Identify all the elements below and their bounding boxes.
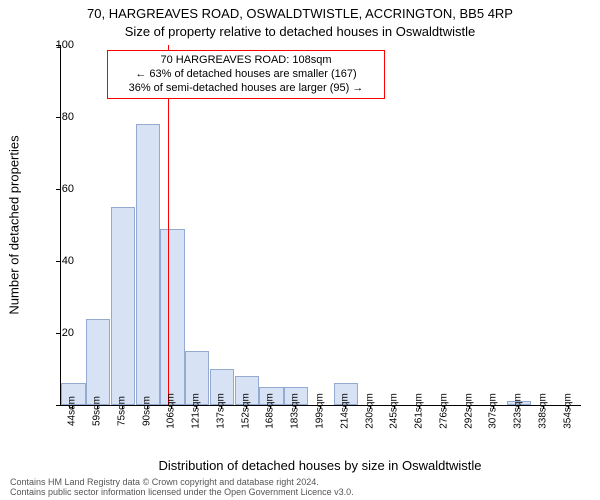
annotation-line1: 70 HARGREAVES ROAD: 108sqm xyxy=(114,54,378,68)
x-tick-label: 292sqm xyxy=(463,393,474,429)
chart-container: 70, HARGREAVES ROAD, OSWALDTWISTLE, ACCR… xyxy=(0,0,600,500)
footer-attribution: Contains HM Land Registry data © Crown c… xyxy=(10,478,354,498)
y-axis-label: Number of detached properties xyxy=(7,135,22,314)
x-tick-label: 59sqm xyxy=(92,396,103,426)
chart-title-line2: Size of property relative to detached ho… xyxy=(0,24,600,39)
plot-area: 70 HARGREAVES ROAD: 108sqm ← 63% of deta… xyxy=(60,45,581,406)
histogram-bar xyxy=(111,207,135,405)
annotation-box: 70 HARGREAVES ROAD: 108sqm ← 63% of deta… xyxy=(107,50,385,99)
histogram-bar xyxy=(136,124,160,405)
x-tick-label: 230sqm xyxy=(364,393,375,429)
x-tick-label: 323sqm xyxy=(513,393,524,429)
x-tick-label: 338sqm xyxy=(537,393,548,429)
x-tick-label: 121sqm xyxy=(191,393,202,429)
x-tick-label: 261sqm xyxy=(414,393,425,429)
x-tick-label: 199sqm xyxy=(315,393,326,429)
histogram-bar xyxy=(160,229,184,405)
x-tick-label: 137sqm xyxy=(215,393,226,429)
footer-line2: Contains public sector information licen… xyxy=(10,488,354,498)
chart-title-line1: 70, HARGREAVES ROAD, OSWALDTWISTLE, ACCR… xyxy=(0,6,600,21)
histogram-bar xyxy=(86,319,110,405)
x-tick-label: 214sqm xyxy=(339,393,350,429)
x-axis-label: Distribution of detached houses by size … xyxy=(60,458,580,473)
x-tick-label: 276sqm xyxy=(438,393,449,429)
x-tick-label: 307sqm xyxy=(488,393,499,429)
x-tick-label: 354sqm xyxy=(562,393,573,429)
x-tick-label: 245sqm xyxy=(389,393,400,429)
x-tick-label: 75sqm xyxy=(116,396,127,426)
x-tick-label: 168sqm xyxy=(265,393,276,429)
x-tick-label: 152sqm xyxy=(240,393,251,429)
x-tick-label: 90sqm xyxy=(141,396,152,426)
annotation-line3: 36% of semi-detached houses are larger (… xyxy=(114,82,378,96)
x-tick-label: 183sqm xyxy=(290,393,301,429)
x-tick-label: 44sqm xyxy=(67,396,78,426)
annotation-line2: ← 63% of detached houses are smaller (16… xyxy=(114,68,378,82)
x-tick-label: 106sqm xyxy=(166,393,177,429)
